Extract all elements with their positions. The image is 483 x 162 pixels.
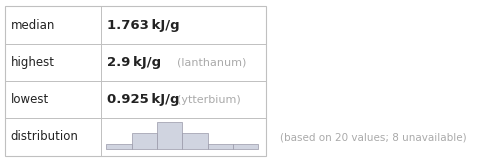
Text: lowest: lowest xyxy=(11,93,49,106)
Bar xyxy=(157,122,183,149)
Bar xyxy=(208,144,233,149)
Text: (ytterbium): (ytterbium) xyxy=(177,95,241,105)
Bar xyxy=(106,144,131,149)
Text: highest: highest xyxy=(11,56,55,69)
Bar xyxy=(131,133,157,149)
Bar xyxy=(5,6,266,156)
Text: median: median xyxy=(11,19,55,32)
Text: 1.763 kJ/g: 1.763 kJ/g xyxy=(107,19,180,32)
Bar xyxy=(183,133,208,149)
Text: 2.9 kJ/g: 2.9 kJ/g xyxy=(107,56,161,69)
Bar xyxy=(233,144,258,149)
Text: 0.925 kJ/g: 0.925 kJ/g xyxy=(107,93,180,106)
Text: (lanthanum): (lanthanum) xyxy=(177,57,246,67)
Text: (based on 20 values; 8 unavailable): (based on 20 values; 8 unavailable) xyxy=(280,133,467,143)
Text: distribution: distribution xyxy=(11,130,79,143)
